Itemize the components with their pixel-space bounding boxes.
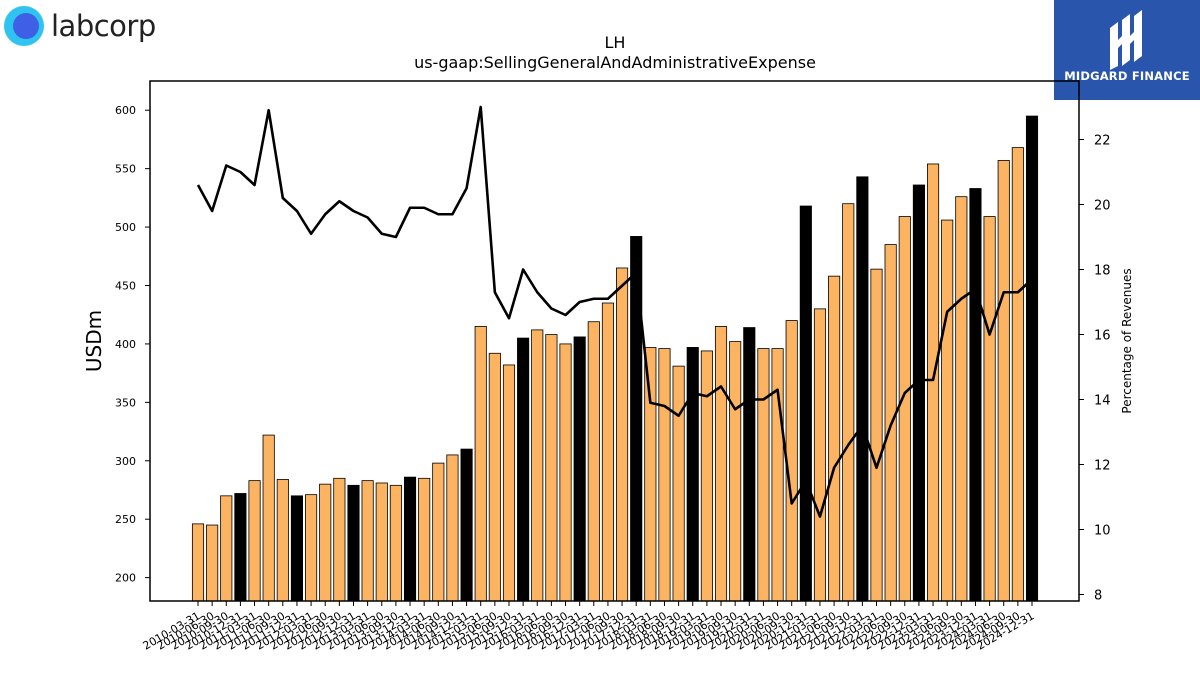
bar-2014-09-30 <box>446 454 459 602</box>
labcorp-logo: labcorp <box>4 4 156 48</box>
y2-tick-label: 10 <box>1094 524 1111 539</box>
bar-2012-06-30 <box>319 483 332 602</box>
bar-2014-06-30 <box>432 462 445 602</box>
midgard-logo-text: MIDGARD FINANCE <box>1064 69 1190 83</box>
bar-2018-12-31 <box>686 347 699 602</box>
bar-2014-12-31 <box>460 448 473 602</box>
bar-2020-06-30 <box>771 348 784 602</box>
bar-2018-06-30 <box>658 348 671 602</box>
y2-tick-label: 8 <box>1094 589 1102 604</box>
chart-subtitle: us-gaap:SellingGeneralAndAdministrativeE… <box>414 53 816 72</box>
y2-tick-label: 16 <box>1094 329 1111 344</box>
bar-2017-03-31 <box>587 321 600 602</box>
y-tick-label: 250 <box>115 513 136 526</box>
bar-2010-12-31 <box>234 493 247 602</box>
bar-2020-12-31 <box>799 205 812 602</box>
bar-2024-12-31 <box>1025 115 1039 602</box>
bar-2024-06-30 <box>997 160 1010 602</box>
bar-2019-03-31 <box>700 350 713 602</box>
bar-2011-06-30 <box>262 434 275 602</box>
bar-2016-09-30 <box>559 343 572 602</box>
bar-2016-06-30 <box>545 334 558 602</box>
y-tick-label: 600 <box>115 104 136 117</box>
bar-2017-12-31 <box>630 236 643 602</box>
bar-2010-06-30 <box>206 524 219 602</box>
bar-2013-03-31 <box>361 480 374 602</box>
bar-2012-09-30 <box>333 477 346 602</box>
bar-2016-03-31 <box>531 329 544 602</box>
bar-2021-12-31 <box>856 176 869 602</box>
bar-2010-09-30 <box>220 495 233 602</box>
midgard-logo-icon <box>1110 10 1142 70</box>
labcorp-logo-text: labcorp <box>51 9 156 43</box>
bar-2015-12-31 <box>517 337 530 602</box>
y-tick-label: 550 <box>115 163 136 176</box>
bar-2018-09-30 <box>672 365 685 602</box>
chart-title: LH <box>605 33 626 52</box>
bar-2022-09-30 <box>898 216 911 602</box>
y-tick-label: 400 <box>115 338 136 351</box>
bar-2019-06-30 <box>714 325 728 602</box>
y-tick-label: 300 <box>115 455 136 468</box>
bar-2012-03-31 <box>305 494 318 602</box>
bar-2020-03-31 <box>757 348 770 602</box>
percentage-of-revenues-line <box>196 105 1033 518</box>
bar-2015-09-30 <box>502 364 516 602</box>
bar-2024-03-31 <box>983 216 996 602</box>
y2-tick-label: 14 <box>1094 394 1111 409</box>
bar-2023-03-31 <box>927 163 940 602</box>
bar-2024-09-30 <box>1011 147 1024 602</box>
bar-2023-09-30 <box>955 196 968 602</box>
y-tick-label: 500 <box>115 221 136 234</box>
bar-2017-06-30 <box>601 302 614 602</box>
bar-2010-03-31 <box>191 523 205 602</box>
bar-2020-09-30 <box>785 320 798 602</box>
y-tick-label: 350 <box>115 396 136 409</box>
y2-tick-label: 12 <box>1094 459 1111 474</box>
bar-2014-03-31 <box>418 477 431 602</box>
bar-2021-03-31 <box>813 308 827 602</box>
y2-axis-label: Percentage of Revenues <box>1120 268 1134 413</box>
y2-tick-label: 22 <box>1094 134 1111 149</box>
bar-2018-03-31 <box>644 347 657 602</box>
bar-2013-12-31 <box>403 476 417 602</box>
y-tick-label: 450 <box>115 279 136 292</box>
bar-2011-09-30 <box>276 479 289 602</box>
bar-2023-12-31 <box>969 188 982 602</box>
bar-2019-12-31 <box>743 327 756 602</box>
bar-2015-06-30 <box>488 352 501 602</box>
bar-2021-06-30 <box>828 275 841 602</box>
bar-2022-03-31 <box>870 268 883 602</box>
y-tick-label: 200 <box>115 572 136 585</box>
bar-2013-09-30 <box>389 484 402 602</box>
labcorp-logo-icon <box>4 6 44 46</box>
bar-2021-09-30 <box>842 203 855 602</box>
plot-frame <box>149 80 1080 602</box>
bar-2016-12-31 <box>573 336 586 602</box>
y-axis-label: USDm <box>82 310 106 372</box>
bar-2012-12-31 <box>347 484 360 602</box>
bar-2011-12-31 <box>290 495 304 602</box>
bar-2022-12-31 <box>912 184 925 602</box>
bar-2017-09-30 <box>616 267 629 602</box>
y2-tick-label: 20 <box>1094 199 1111 214</box>
bar-2023-06-30 <box>941 219 954 602</box>
bar-2013-06-30 <box>375 482 388 602</box>
bar-2019-09-30 <box>729 341 742 602</box>
y2-tick-label: 18 <box>1094 264 1111 279</box>
bar-2011-03-31 <box>248 480 261 602</box>
bar-2015-03-31 <box>474 325 487 602</box>
